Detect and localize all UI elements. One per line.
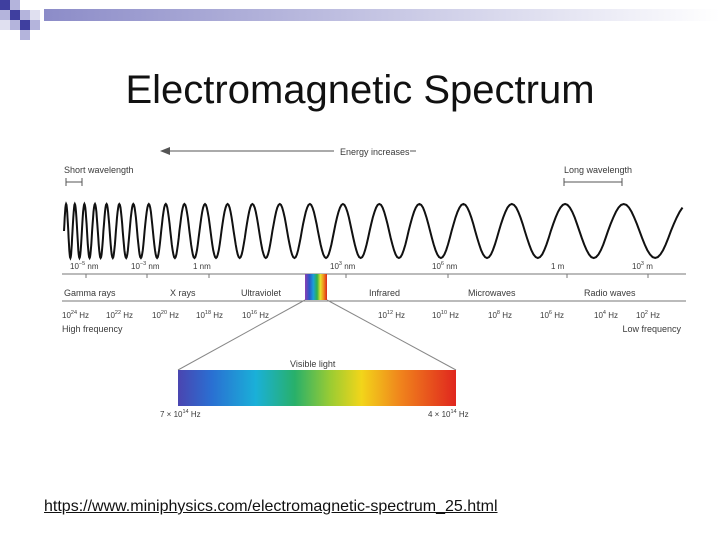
zoom-line-right	[326, 299, 457, 371]
wavelength-scale: 10−5 nm 10−3 nm 1 nm 103 nm 106 nm 1 m 103 m	[70, 261, 653, 278]
long-wavelength-label: Long wavelength	[564, 165, 632, 175]
spectrum-bands: Gamma rays X rays Ultraviolet Infrared Micro…	[64, 288, 636, 298]
band-label: Ultraviolet	[241, 288, 282, 298]
frequency-tick-label: 1018 Hz	[196, 310, 223, 320]
visible-light-frequency-labels: 7 × 1014 Hz 4 × 1014 Hz	[160, 409, 469, 419]
wavelength-tick-label: 10−5 nm	[70, 261, 99, 271]
visible-light-gradient	[178, 370, 456, 406]
high-frequency-label: High frequency	[62, 324, 123, 334]
band-label: Radio waves	[584, 288, 636, 298]
frequency-tick-label: 102 Hz	[636, 310, 660, 320]
band-label: X rays	[170, 288, 196, 298]
band-label: Gamma rays	[64, 288, 116, 298]
visible-band-strip	[305, 274, 327, 300]
wavelength-tick-label: 10−3 nm	[131, 261, 160, 271]
slide-corner-decoration	[0, 0, 720, 40]
slide-title: Electromagnetic Spectrum	[125, 68, 595, 112]
source-link[interactable]: https://www.miniphysics.com/electromagne…	[44, 498, 498, 515]
frequency-tick-label: 1010 Hz	[432, 310, 459, 320]
wavelength-tick-label: 1 m	[551, 262, 565, 271]
low-frequency-label: Low frequency	[622, 324, 681, 334]
energy-increases-label: Energy increases	[340, 147, 410, 157]
visible-light-label: Visible light	[290, 359, 336, 369]
frequency-tick-label: 106 Hz	[540, 310, 564, 320]
visible-low-frequency-label: 4 × 1014 Hz	[428, 409, 469, 419]
short-wavelength-label: Short wavelength	[64, 165, 134, 175]
band-label: Microwaves	[468, 288, 516, 298]
zoom-line-left	[177, 299, 306, 371]
wavelength-tick-label: 106 nm	[432, 261, 458, 271]
spectrum-wave	[63, 201, 684, 261]
frequency-tick-label: 108 Hz	[488, 310, 512, 320]
band-label: Infrared	[369, 288, 400, 298]
visible-high-frequency-label: 7 × 1014 Hz	[160, 409, 201, 419]
frequency-tick-label: 1012 Hz	[378, 310, 405, 320]
frequency-scale: 1024 Hz 1022 Hz 1020 Hz 1018 Hz 1016 Hz 1012 …	[62, 310, 660, 320]
wavelength-tick-label: 1 nm	[193, 262, 211, 271]
energy-arrowhead	[160, 147, 170, 155]
frequency-tick-label: 1020 Hz	[152, 310, 179, 320]
frequency-tick-label: 1024 Hz	[62, 310, 89, 320]
wavelength-tick-label: 103 nm	[330, 261, 356, 271]
wavelength-tick-label: 103 m	[632, 261, 653, 271]
em-spectrum-diagram: Energy increases Short wavelength Long w…	[62, 147, 686, 419]
frequency-tick-label: 1022 Hz	[106, 310, 133, 320]
frequency-tick-label: 1016 Hz	[242, 310, 269, 320]
frequency-tick-label: 104 Hz	[594, 310, 618, 320]
